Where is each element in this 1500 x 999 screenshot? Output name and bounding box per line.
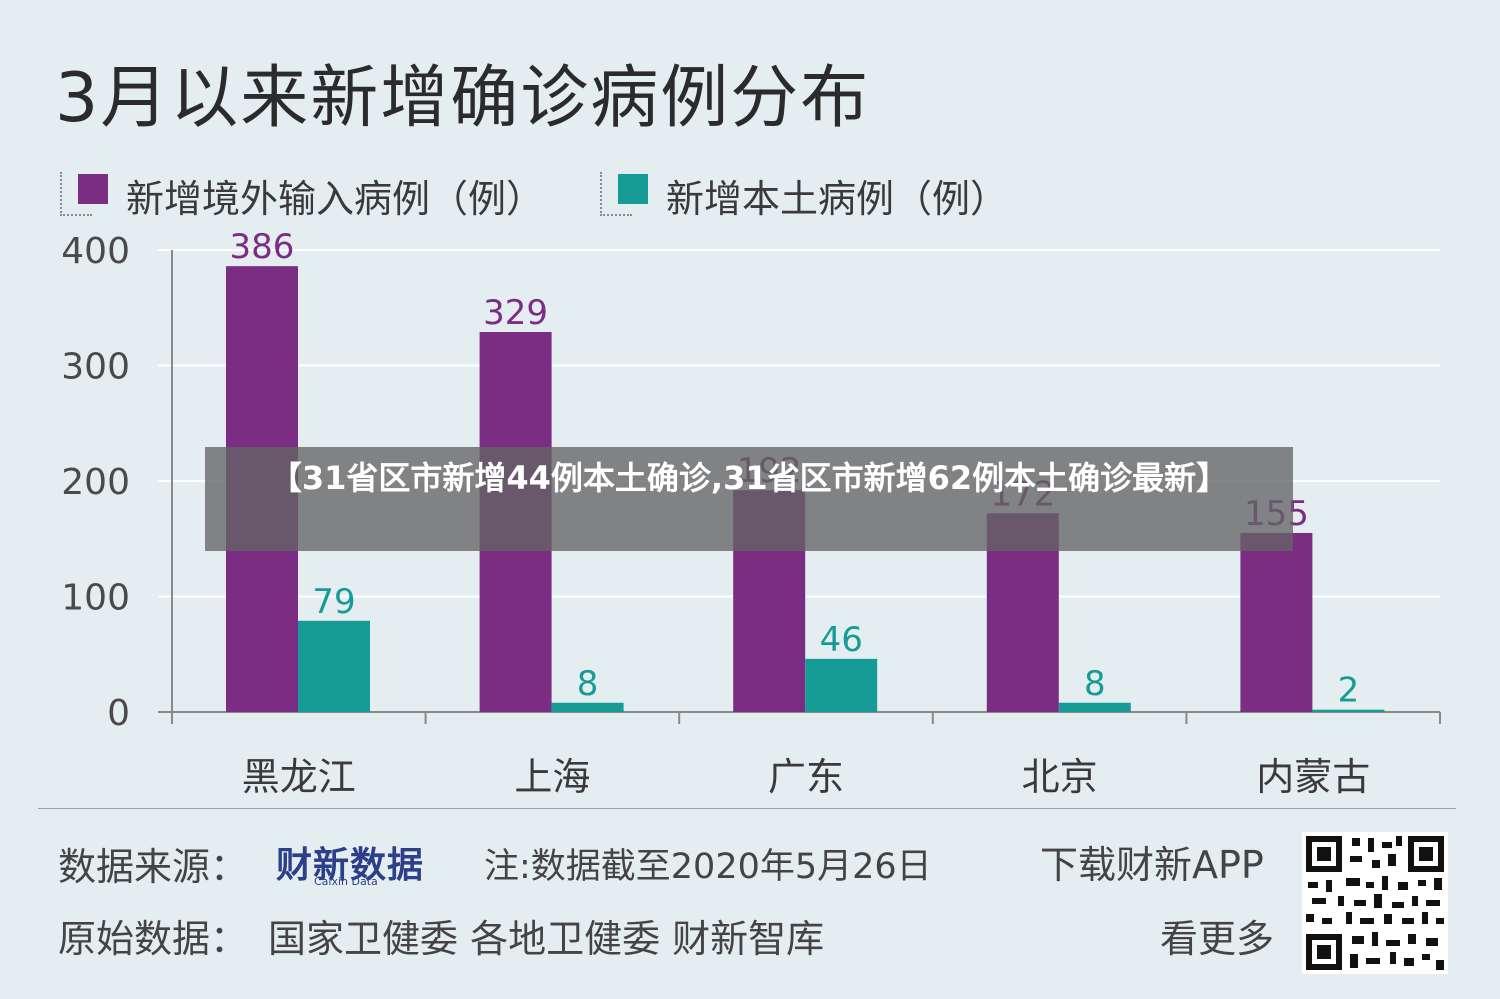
raw-data-sources: 国家卫健委 各地卫健委 财新智库 xyxy=(268,917,825,961)
legend-swatch-local xyxy=(618,174,648,204)
source-label: 数据来源： xyxy=(58,845,249,889)
bar-local xyxy=(298,620,370,712)
legend-bracket xyxy=(600,172,632,216)
legend-bracket xyxy=(60,172,92,216)
y-tick-label: 300 xyxy=(61,347,130,388)
bar-local xyxy=(1312,709,1385,712)
y-tick-label: 200 xyxy=(61,462,130,503)
qr-code[interactable] xyxy=(1302,832,1448,974)
data-label: 46 xyxy=(820,620,863,660)
raw-data-label: 原始数据： xyxy=(58,917,249,961)
bar-local xyxy=(805,658,878,712)
footer-divider xyxy=(38,808,1456,809)
x-category-label: 广东 xyxy=(768,755,844,799)
data-label: 79 xyxy=(312,582,355,622)
bar-local xyxy=(551,702,624,712)
y-tick-label: 100 xyxy=(61,578,130,619)
y-tick-label: 400 xyxy=(61,231,130,272)
see-more-text: 看更多 xyxy=(1160,917,1275,961)
legend-swatch-import xyxy=(78,174,108,204)
data-label: 2 xyxy=(1338,671,1360,711)
x-category-label: 黑龙江 xyxy=(242,755,356,799)
chart-title: 3月以来新增确诊病例分布 xyxy=(55,59,871,138)
legend-label-import: 新增境外输入病例（例） xyxy=(126,177,545,221)
data-label: 8 xyxy=(577,664,599,704)
data-label: 386 xyxy=(230,227,295,267)
brand-subtitle: Caixin Data xyxy=(314,875,378,888)
data-label: 8 xyxy=(1084,664,1106,704)
brand-logo: 财新数据 xyxy=(276,845,425,886)
bar-local xyxy=(1058,702,1131,712)
headline-text: 【31省区市新增44例本土确诊,31省区市新增62例本土确诊最新】 xyxy=(269,459,1229,497)
bar-import xyxy=(1240,532,1313,712)
qr-code-graphic xyxy=(1306,836,1444,970)
y-tick-label: 0 xyxy=(107,693,130,734)
legend-label-local: 新增本土病例（例） xyxy=(666,177,1009,221)
x-category-label: 上海 xyxy=(514,755,590,799)
x-category-label: 内蒙古 xyxy=(1256,755,1370,799)
download-app-text: 下载财新APP xyxy=(1040,843,1264,887)
headline-overlay: 【31省区市新增44例本土确诊,31省区市新增62例本土确诊最新】 xyxy=(205,447,1293,551)
data-label: 329 xyxy=(483,293,548,333)
date-note: 注:数据截至2020年5月26日 xyxy=(484,847,932,887)
x-category-label: 北京 xyxy=(1022,755,1098,799)
